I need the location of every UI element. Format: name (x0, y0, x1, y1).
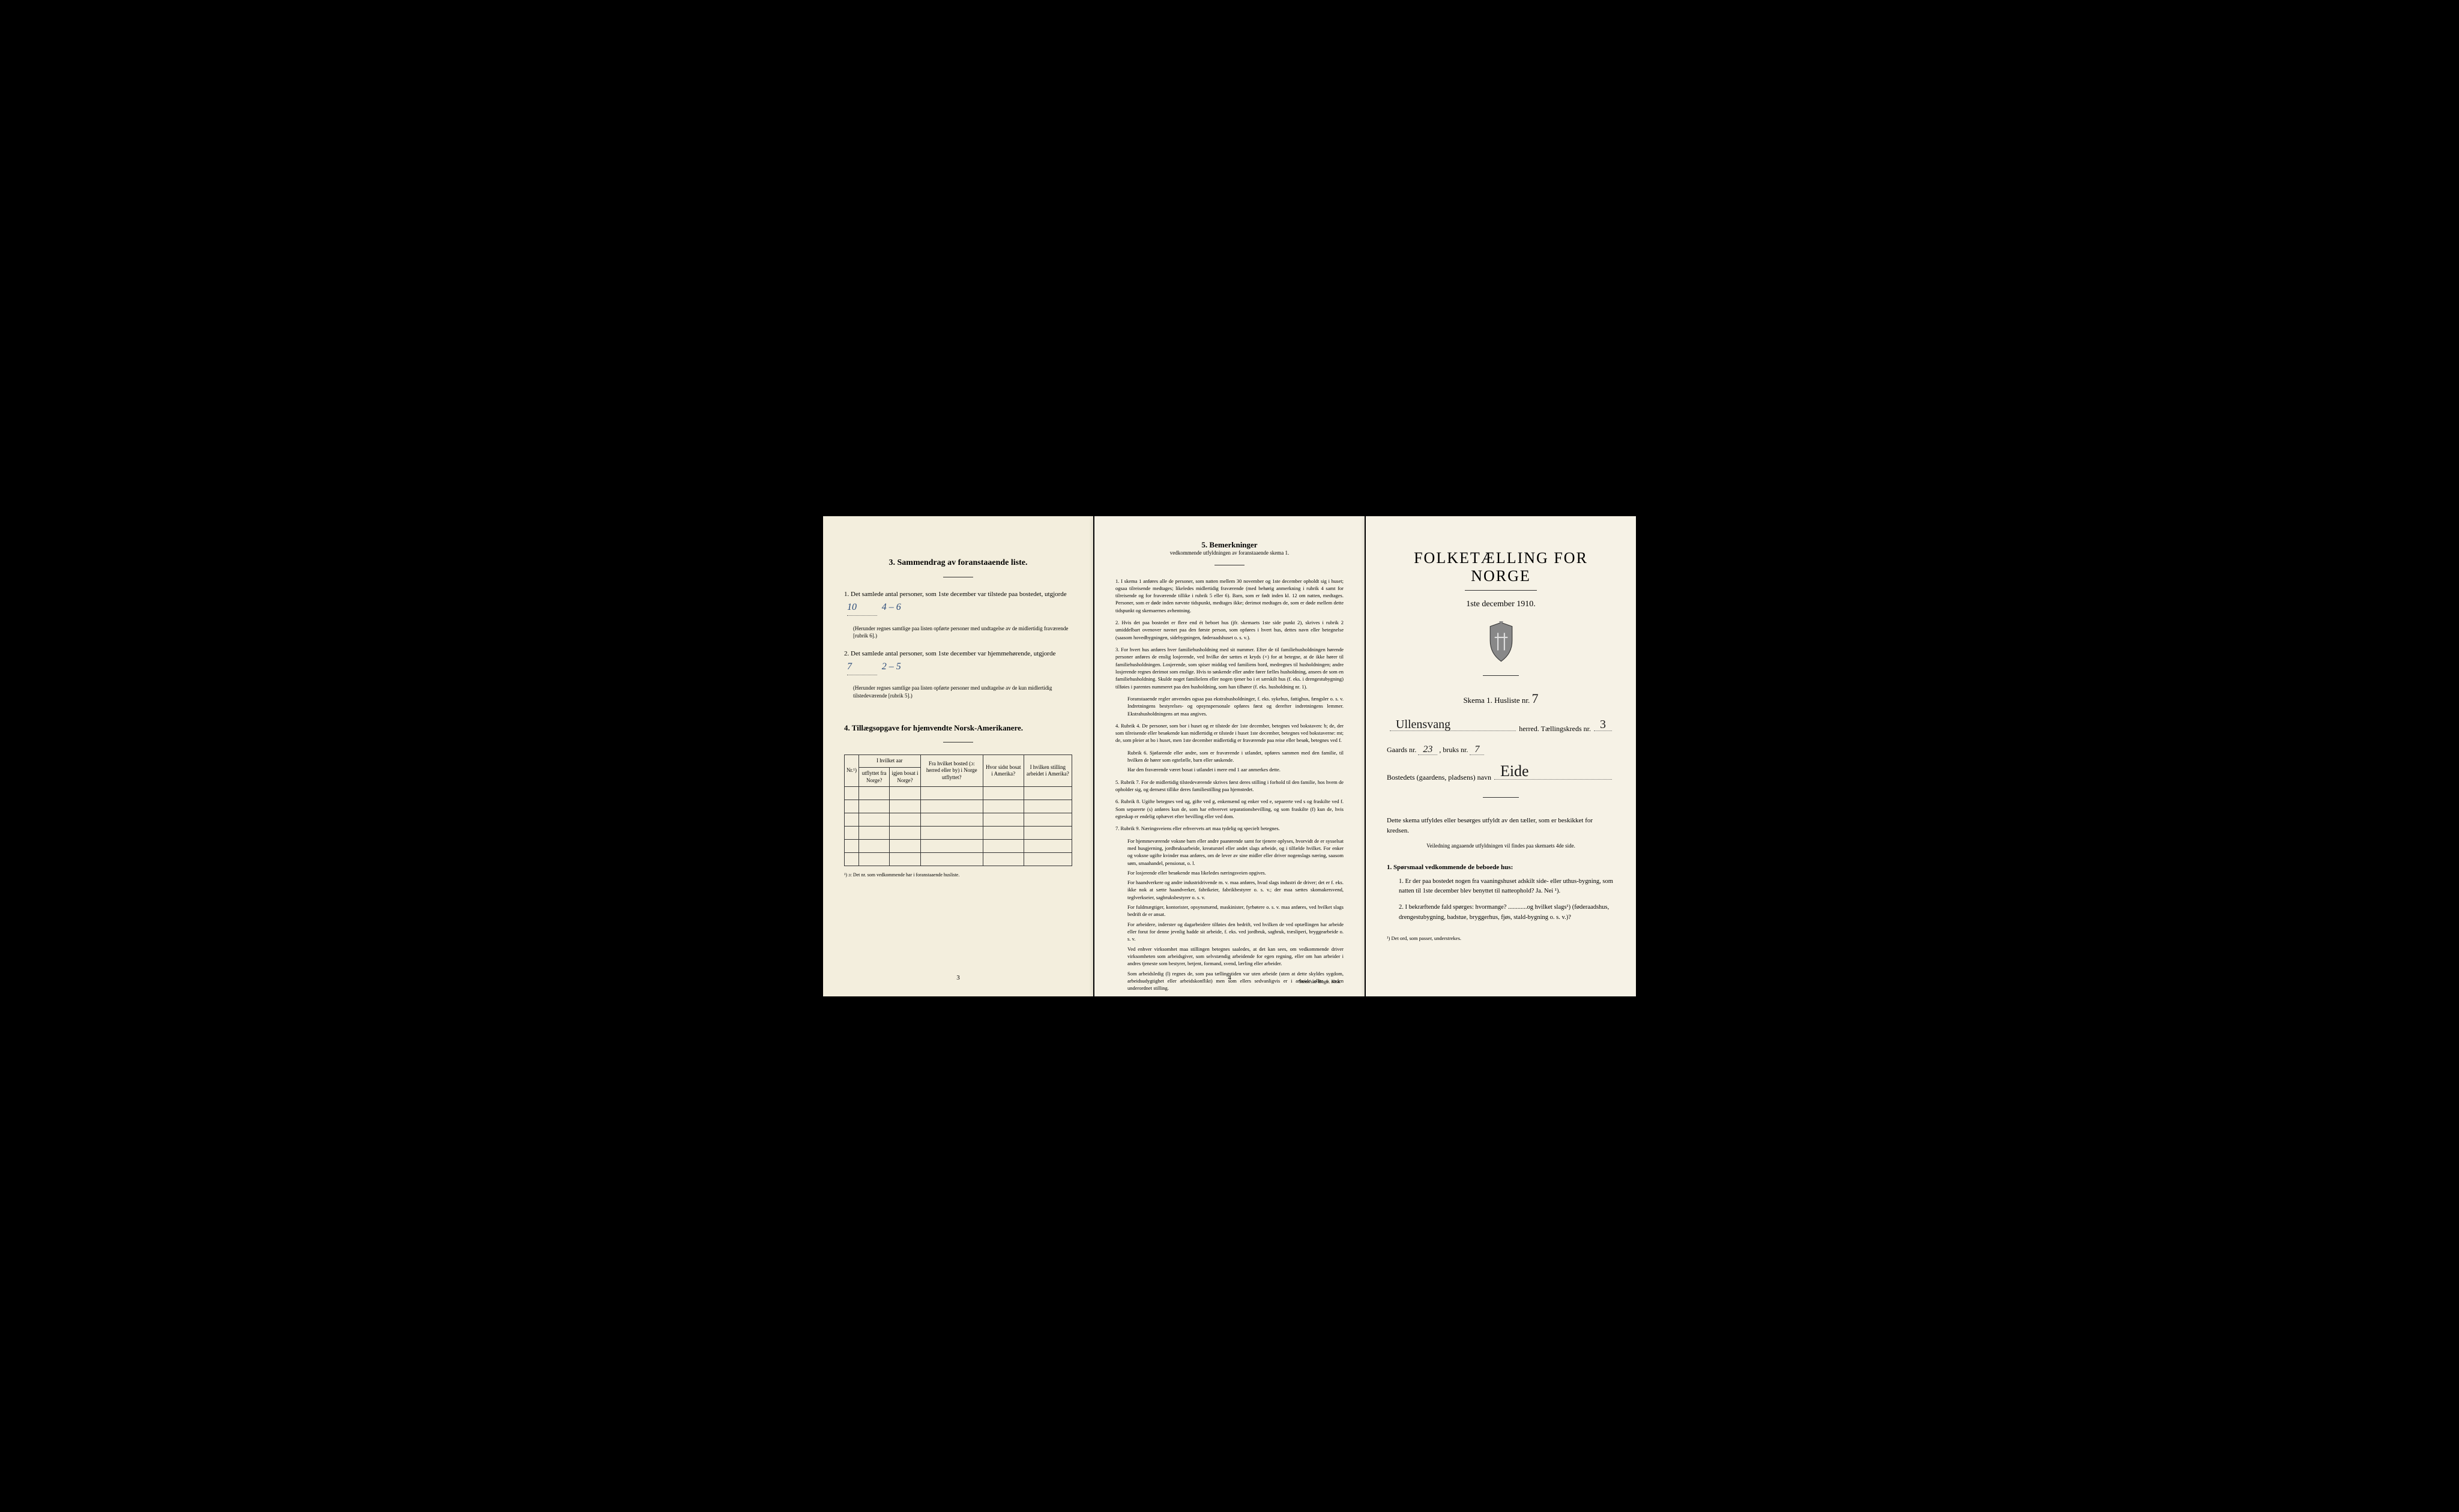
bosted-value: Eide (1500, 762, 1529, 780)
bem-item-8: 8. Rubrik 14. Sinker og lignende aandssl… (1115, 1048, 1344, 1063)
question-1: 1. Er der paa bostedet nogen fra vaaning… (1399, 877, 1615, 897)
skema-line: Skema 1. Husliste nr. 7 (1387, 691, 1615, 706)
questions-section: 1. Spørsmaal vedkommende de beboede hus:… (1387, 864, 1615, 923)
bem-item-4: 4. Rubrik 4. De personer, som bor i huse… (1115, 722, 1344, 744)
page-number: 3 (956, 974, 960, 981)
fill-field-1: 10 (847, 600, 877, 616)
section-4-title: 4. Tillægsopgave for hjemvendte Norsk-Am… (844, 723, 1072, 733)
husliste-nr: 7 (1532, 691, 1539, 706)
page-4-bemerkninger: 5. Bemerkninger vedkommende utfyldningen… (1094, 516, 1365, 996)
table-row (845, 787, 1072, 800)
bem-7-sub-9: Ved forhenværende næringsdrivende, embed… (1127, 1036, 1344, 1043)
kreds-value: 3 (1600, 718, 1606, 732)
bem-7-sub-5: Ved enhver virksomhet maa stillingen bet… (1127, 945, 1344, 968)
bem-7-sub-1: For losjerende eller besøkende maa likel… (1127, 869, 1344, 876)
document-spread: 3. Sammendrag av foranstaaende liste. 1.… (823, 516, 1636, 996)
table-row (845, 840, 1072, 853)
footnote-1: ¹) Det ord, som passer, understrekes. (1387, 935, 1615, 941)
gaards-row: Gaards nr. 23 , bruks nr. 7 (1387, 744, 1615, 755)
th-stilling: I hvilken stilling arbeidet i Amerika? (1024, 755, 1072, 787)
th-utflyttet: utflyttet fra Norge? (858, 767, 889, 786)
table-row (845, 813, 1072, 827)
th-bosted: Fra hvilket bosted (ɔ: herred eller by) … (920, 755, 983, 787)
table-footnote: ¹) ɔ: Det nr. som vedkommende har i fora… (844, 872, 1072, 878)
skema-label: Skema 1. Husliste nr. (1463, 696, 1530, 705)
bem-item-7: 7. Rubrik 9. Næringsveiens eller erhverv… (1115, 825, 1344, 832)
bem-item-1: 1. I skema 1 anføres alle de personer, s… (1115, 577, 1344, 615)
summary-item-2: 2. Det samlede antal personer, som 1ste … (844, 649, 1072, 675)
gaards-label: Gaards nr. (1387, 745, 1416, 754)
bem-7-sub-0: For hjemmeværende voksne barn eller andr… (1127, 837, 1344, 867)
bosted-row: Bostedets (gaardens, pladsens) navn Eide (1387, 773, 1615, 782)
title-rule (1465, 590, 1537, 591)
coat-of-arms-icon (1387, 621, 1615, 666)
th-aar: I hvilket aar (858, 755, 920, 768)
census-title: FOLKETÆLLING FOR NORGE (1387, 549, 1615, 585)
item2-note: (Herunder regnes samtlige paa listen opf… (853, 684, 1072, 699)
value-tilstede: 10 (847, 602, 857, 612)
item2-text: 2. Det samlede antal personer, som 1ste … (844, 650, 1055, 657)
bem-item-3: 3. For hvert hus anføres hver familiehus… (1115, 646, 1344, 690)
bemerkninger-title: 5. Bemerkninger (1115, 540, 1344, 550)
bruks-label: , bruks nr. (1439, 745, 1468, 754)
th-nr: Nr.¹) (845, 755, 859, 787)
th-amerika-sted: Hvor sidst bosat i Amerika? (983, 755, 1024, 787)
table-row (845, 827, 1072, 840)
table-body (845, 787, 1072, 866)
crest-rule (1483, 675, 1519, 676)
table-row (845, 853, 1072, 866)
bosted-field: Eide (1494, 779, 1612, 780)
guidance-note: Veiledning angaaende utfyldningen vil fi… (1387, 843, 1615, 849)
table-row (845, 800, 1072, 813)
item1-text: 1. Det samlede antal personer, som 1ste … (844, 591, 1067, 598)
bem-7-sub-7: Ved alle saadanne stillinger, som baade … (1127, 995, 1344, 1017)
page-number: 4 (1228, 974, 1231, 981)
bem-7-sub-8: Lever man hovedsagelig av formue, pensio… (1127, 1019, 1344, 1034)
census-date: 1ste december 1910. (1387, 600, 1615, 609)
herred-row: Ullensvang herred. Tællingskreds nr. 3 (1387, 724, 1615, 733)
q1-text: 1. Er der paa bostedet nogen fra vaaning… (1399, 878, 1613, 895)
value-hjemme: 7 (847, 661, 852, 672)
bem-4-sub2: Har den fraværende været bosat i utlande… (1127, 766, 1344, 773)
bem-3-sub: Foranstaaende regler anvendes ogsaa paa … (1127, 695, 1344, 717)
question-2: 2. I bekræftende fald spørges: hvormange… (1399, 903, 1615, 923)
q-section-title: 1. Spørsmaal vedkommende de beboede hus: (1387, 864, 1615, 871)
herred-field: Ullensvang (1390, 730, 1516, 731)
norsk-amerikanere-table: Nr.¹) I hvilket aar Fra hvilket bosted (… (844, 754, 1072, 866)
bem-item-5: 5. Rubrik 7. For de midlertidig tilstede… (1115, 779, 1344, 794)
herred-label: herred. Tællingskreds nr. (1519, 724, 1591, 733)
mid-rule (1483, 797, 1519, 798)
fill-field-2: 7 (847, 659, 877, 675)
summary-item-1: 1. Det samlede antal personer, som 1ste … (844, 589, 1072, 616)
section-3-title: 3. Sammendrag av foranstaaende liste. (844, 558, 1072, 568)
page-1-title: FOLKETÆLLING FOR NORGE 1ste december 191… (1366, 516, 1636, 996)
filler-instruction: Dette skema utfyldes eller besørges utfy… (1387, 816, 1615, 837)
printer-mark: Steen'ske Bogtr. Kr.a. (1299, 979, 1341, 984)
page-3-summary: 3. Sammendrag av foranstaaende liste. 1.… (823, 516, 1093, 996)
bemerkninger-subtitle: vedkommende utfyldningen av foranstaaend… (1115, 550, 1344, 556)
bem-7-sub-2: For haandverkere og andre industridriven… (1127, 879, 1344, 901)
bem-item-6: 6. Rubrik 8. Ugifte betegnes ved ug, gif… (1115, 798, 1344, 820)
footnote-text: ¹) Det ord, som passer, understrekes. (1387, 935, 1461, 941)
bem-4-sub1: Rubrik 6. Sjøfarende eller andre, som er… (1127, 749, 1344, 764)
bem-7-sub-3: For fuldmægtiger, kontorister, opsynsmæn… (1127, 903, 1344, 918)
value-tilstede-extra: 4 – 6 (882, 602, 901, 612)
bruks-value: 7 (1470, 744, 1484, 755)
item1-note: (Herunder regnes samtlige paa listen opf… (853, 625, 1072, 640)
bosted-label: Bostedets (gaardens, pladsens) navn (1387, 773, 1491, 782)
th-bosat: igjen bosat i Norge? (890, 767, 920, 786)
gaards-value: 23 (1418, 744, 1437, 755)
bem-7-sub-4: For arbeidere, inderster og dagarbeidere… (1127, 921, 1344, 943)
bem-item-2: 2. Hvis det paa bostedet er flere end ét… (1115, 619, 1344, 641)
value-hjemme-extra: 2 – 5 (882, 661, 901, 672)
kreds-field: 3 (1594, 730, 1612, 731)
herred-value: Ullensvang (1396, 718, 1450, 732)
